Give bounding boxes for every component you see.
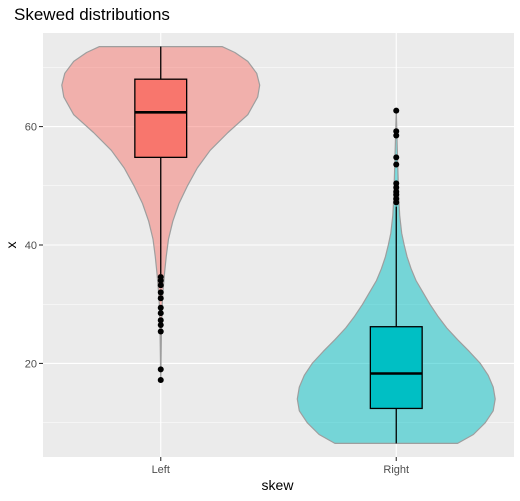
outlier-point: [393, 132, 400, 139]
outlier-point: [157, 317, 164, 324]
iqr-box: [134, 78, 188, 159]
outlier-point: [393, 195, 400, 202]
outlier-point: [157, 310, 164, 317]
boxplot-right: [369, 107, 423, 444]
x-tick-label: Left: [152, 464, 170, 476]
outlier-point: [393, 180, 400, 187]
x-tick-label: Right: [383, 464, 409, 476]
y-tick-label: 20: [25, 358, 37, 370]
chart-title: Skewed distributions: [14, 5, 170, 24]
outlier-point: [393, 188, 400, 195]
x-axis: Left Right: [152, 457, 409, 476]
outlier-point: [393, 161, 400, 168]
outlier-point: [157, 273, 164, 280]
outlier-point: [157, 282, 164, 289]
outlier-point: [393, 107, 400, 114]
y-axis-label: x: [3, 242, 19, 249]
x-axis-label: skew: [262, 477, 295, 493]
outlier-point: [157, 328, 164, 335]
outlier-point: [157, 366, 164, 373]
outlier-point: [157, 304, 164, 311]
outlier-point: [393, 184, 400, 191]
outlier-point: [393, 154, 400, 161]
outlier-point: [393, 128, 400, 135]
boxplot-left: [134, 46, 188, 384]
y-tick-label: 40: [25, 240, 37, 252]
outlier-point: [157, 321, 164, 328]
outlier-point: [157, 295, 164, 302]
y-axis: 20 40 60: [25, 122, 43, 370]
iqr-box: [369, 326, 423, 410]
y-tick-label: 60: [25, 122, 37, 134]
boxplots: [134, 46, 423, 444]
outlier-point: [157, 377, 164, 384]
outlier-point: [157, 289, 164, 296]
